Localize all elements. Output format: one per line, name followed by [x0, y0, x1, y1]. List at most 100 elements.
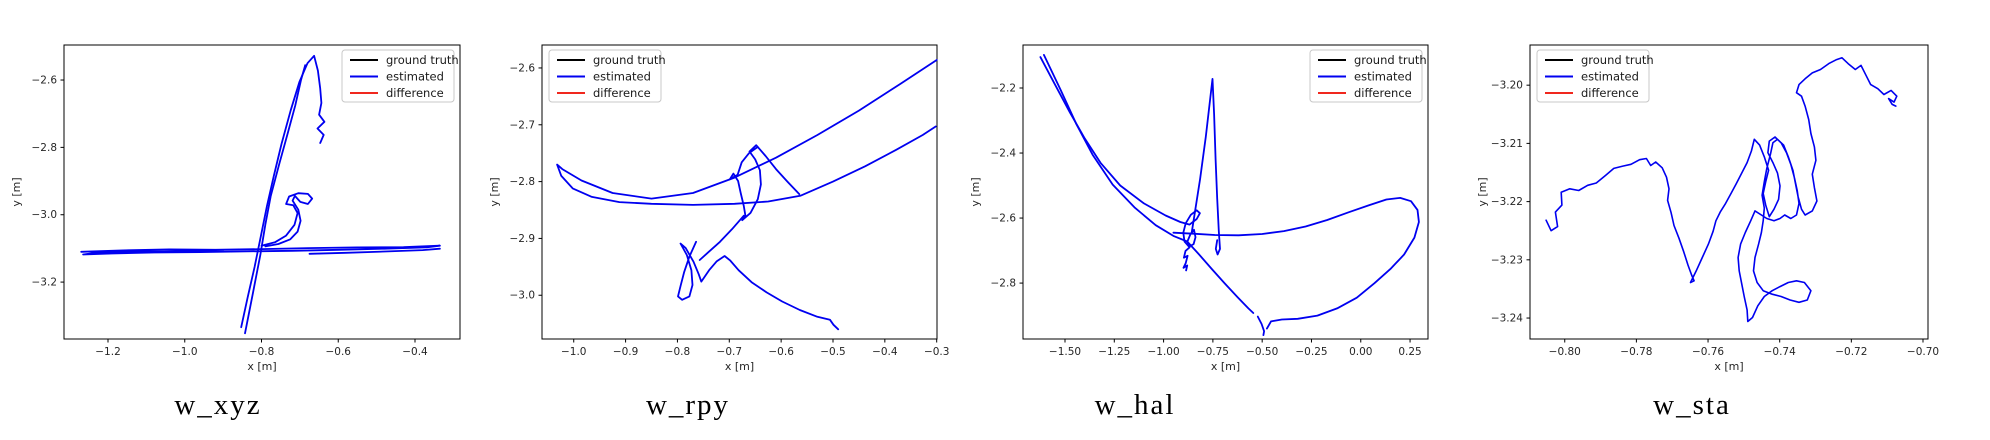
- trajectory-estimated-line: [308, 247, 441, 255]
- x-tick-label: −0.25: [1295, 346, 1327, 358]
- trajectory-estimated-line: [1172, 196, 1420, 330]
- subplot-w_hal: −1.50 −1.25 −1.00 −0.75 −0.50 −0.25 0.00 0.25 −2…: [969, 44, 1429, 421]
- y-tick-label: −2.2: [991, 83, 1017, 95]
- x-axis-label: x [m]: [1714, 360, 1743, 373]
- x-tick-label: −0.76: [1692, 346, 1724, 358]
- subplot-caption: w_sta: [1653, 389, 1731, 421]
- x-tick-label: −0.6: [325, 346, 351, 358]
- x-tick-label: −0.6: [768, 346, 794, 358]
- x-tick-label: −0.7: [717, 346, 743, 358]
- y-tick-label: −3.23: [1491, 254, 1523, 266]
- trajectory-estimated-line: [244, 64, 307, 335]
- y-tick-label: −2.6: [32, 75, 58, 87]
- x-tick-label: −0.78: [1620, 346, 1652, 358]
- y-axis-label: y [m]: [10, 177, 23, 206]
- x-axis-label: x [m]: [725, 360, 754, 373]
- trajectory-estimated-line: [260, 192, 314, 248]
- trajectory-estimated-line: [1256, 315, 1265, 337]
- x-tick-label: −0.50: [1246, 346, 1278, 358]
- legend-label: ground truth: [1354, 53, 1427, 67]
- subplot-caption: w_xyz: [174, 389, 261, 421]
- x-tick-label: −0.5: [820, 346, 846, 358]
- y-tick-label: −2.7: [510, 119, 536, 131]
- x-tick-label: −0.74: [1764, 346, 1796, 358]
- legend-label: estimated: [1581, 70, 1639, 84]
- legend: ground truth estimated difference: [1309, 49, 1427, 103]
- legend-label: estimated: [1354, 70, 1412, 84]
- x-tick-label: −1.2: [95, 346, 121, 358]
- legend-label: ground truth: [593, 53, 666, 67]
- x-tick-label: −0.4: [402, 346, 428, 358]
- y-axis-label: y [m]: [488, 177, 501, 206]
- x-tick-label: −0.72: [1835, 346, 1867, 358]
- y-tick-label: −2.8: [32, 142, 58, 154]
- y-tick-label: −3.22: [1491, 196, 1523, 208]
- y-tick-label: −3.2: [32, 277, 58, 289]
- y-tick-label: −2.8: [991, 278, 1017, 290]
- x-tick-label: −0.8: [665, 346, 691, 358]
- y-tick-label: −2.4: [991, 148, 1017, 160]
- x-tick-label: −0.9: [613, 346, 639, 358]
- y-tick-label: −3.0: [510, 290, 536, 302]
- trajectory-estimated-line: [698, 214, 745, 261]
- x-tick-label: −1.25: [1098, 346, 1130, 358]
- y-tick-label: −2.9: [510, 233, 536, 245]
- x-tick-label: −1.0: [561, 346, 587, 358]
- y-tick-label: −2.8: [510, 176, 536, 188]
- x-tick-label: 0.00: [1349, 346, 1372, 358]
- legend-label: difference: [593, 86, 651, 100]
- legend-label: estimated: [386, 70, 444, 84]
- y-tick-label: −2.6: [991, 213, 1017, 225]
- legend-label: ground truth: [1581, 53, 1654, 67]
- legend-box: [341, 49, 455, 103]
- trajectory-estimated-line: [728, 144, 801, 222]
- trajectory-estimated-line: [1545, 56, 1898, 323]
- legend: ground truth estimated difference: [341, 49, 459, 103]
- x-tick-label: −0.4: [872, 346, 898, 358]
- axes-box: [1529, 44, 1929, 340]
- legend-label: difference: [1354, 86, 1412, 100]
- legend-label: ground truth: [386, 53, 459, 67]
- y-tick-label: −2.6: [510, 62, 536, 74]
- trajectory-estimated-line: [1190, 78, 1221, 256]
- trajectory-estimated-line: [1043, 54, 1255, 314]
- legend-box: [548, 49, 662, 103]
- axes-box: [1022, 44, 1429, 340]
- trajectory-estimated-line: [80, 244, 441, 256]
- x-tick-label: −0.75: [1197, 346, 1229, 358]
- x-tick-label: −1.50: [1049, 346, 1081, 358]
- trajectory-estimated-line: [240, 54, 326, 329]
- x-axis-label: x [m]: [247, 360, 276, 373]
- x-tick-label: 0.25: [1398, 346, 1421, 358]
- x-tick-label: −0.80: [1549, 346, 1581, 358]
- legend: ground truth estimated difference: [548, 49, 666, 103]
- subplot-w_rpy: −1.0 −0.9 −0.8 −0.7 −0.6 −0.5 −0.4 −0.3 −2.6 −2.7…: [488, 44, 950, 421]
- y-tick-label: −3.20: [1491, 80, 1523, 92]
- x-axis-label: x [m]: [1211, 360, 1240, 373]
- x-tick-label: −0.3: [924, 346, 950, 358]
- x-tick-label: −0.8: [249, 346, 275, 358]
- subplot-w_sta: −0.80 −0.78 −0.76 −0.74 −0.72 −0.70 −3.20 −3.21…: [1476, 44, 1939, 421]
- legend-box: [1536, 49, 1650, 103]
- x-tick-label: −1.0: [172, 346, 198, 358]
- legend: ground truth estimated difference: [1536, 49, 1654, 103]
- y-tick-label: −3.21: [1491, 138, 1523, 150]
- subplot-w_xyz: −1.2 −1.0 −0.8 −0.6 −0.4 −2.6 −2.8 −3.0 −3.2 x [m…: [10, 44, 461, 421]
- legend-label: difference: [386, 86, 444, 100]
- y-axis-label: y [m]: [1476, 177, 1489, 206]
- trajectory-estimated-line: [677, 240, 840, 331]
- x-tick-label: −1.00: [1147, 346, 1179, 358]
- legend-box: [1309, 49, 1423, 103]
- x-tick-label: −0.70: [1907, 346, 1939, 358]
- y-tick-label: −3.24: [1491, 313, 1523, 325]
- axes-box: [541, 44, 938, 340]
- subplot-caption: w_rpy: [646, 389, 730, 421]
- y-axis-label: y [m]: [969, 177, 982, 206]
- subplot-caption: w_hal: [1095, 389, 1176, 421]
- legend-label: estimated: [593, 70, 651, 84]
- y-tick-label: −3.0: [32, 209, 58, 221]
- legend-label: difference: [1581, 86, 1639, 100]
